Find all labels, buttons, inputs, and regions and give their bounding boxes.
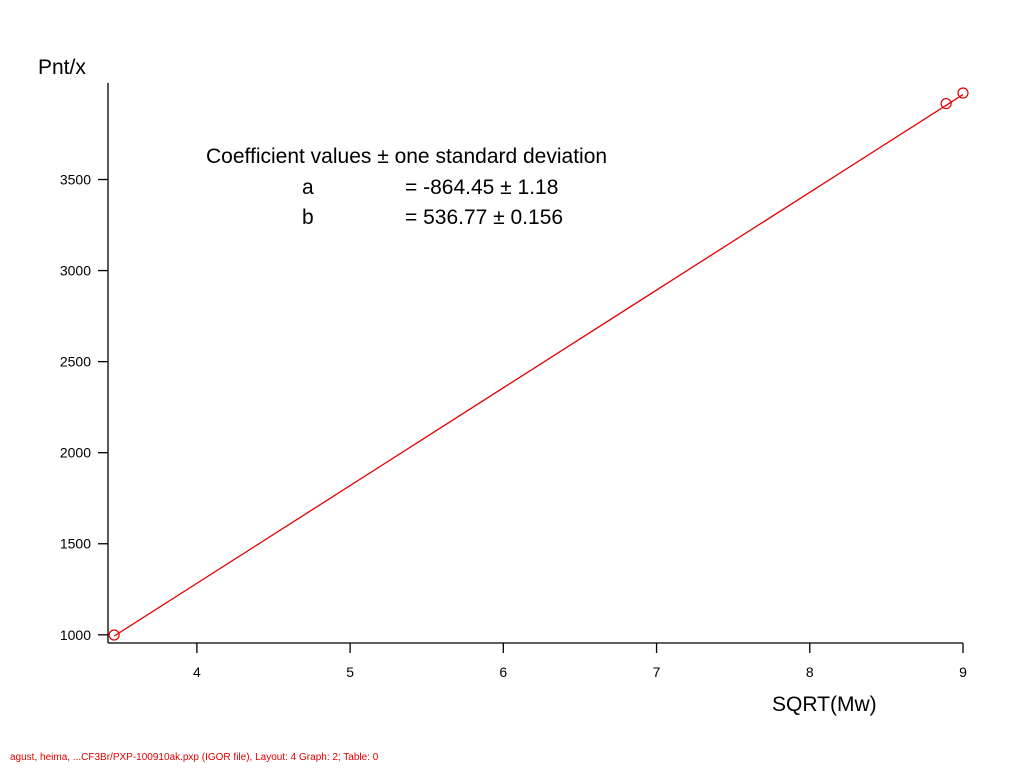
y-tick-label: 2000 xyxy=(60,445,91,461)
x-tick-label: 9 xyxy=(959,664,967,680)
axes xyxy=(107,83,963,644)
y-ticks: 1000 1500 2000 2500 3000 3500 xyxy=(60,172,108,643)
annotation-a-name: a xyxy=(302,176,314,199)
y-tick-label: 1500 xyxy=(60,536,91,552)
annotation-b-name: b xyxy=(302,206,314,229)
annotation-b-value: = 536.77 ± 0.156 xyxy=(405,206,563,229)
y-tick-label: 2500 xyxy=(60,354,91,370)
x-tick-label: 5 xyxy=(346,664,354,680)
annotation-a-value: = -864.45 ± 1.18 xyxy=(405,176,558,199)
data-point xyxy=(957,87,969,99)
x-ticks: 4 5 6 7 8 9 xyxy=(193,643,967,680)
data-points xyxy=(108,87,969,641)
footer-source: agust, heima, ...CF3Br/PXP-100910ak.pxp … xyxy=(10,752,379,763)
fit-line-group xyxy=(113,94,964,637)
coefficient-annotation: Coefficient values ± one standard deviat… xyxy=(206,145,607,229)
y-tick-label: 3000 xyxy=(60,263,91,279)
x-tick-label: 6 xyxy=(499,664,507,680)
y-tick-label: 3500 xyxy=(60,172,91,188)
x-axis-title: SQRT(Mw) xyxy=(772,693,877,716)
y-axis-title: Pnt/x xyxy=(38,56,86,79)
x-tick-label: 8 xyxy=(806,664,814,680)
y-tick-label: 1000 xyxy=(60,627,91,643)
x-tick-label: 7 xyxy=(653,664,661,680)
data-point xyxy=(108,629,120,641)
data-point xyxy=(940,97,952,110)
fit-line xyxy=(113,94,964,637)
x-tick-label: 4 xyxy=(193,664,201,680)
annotation-header: Coefficient values ± one standard deviat… xyxy=(206,145,607,168)
